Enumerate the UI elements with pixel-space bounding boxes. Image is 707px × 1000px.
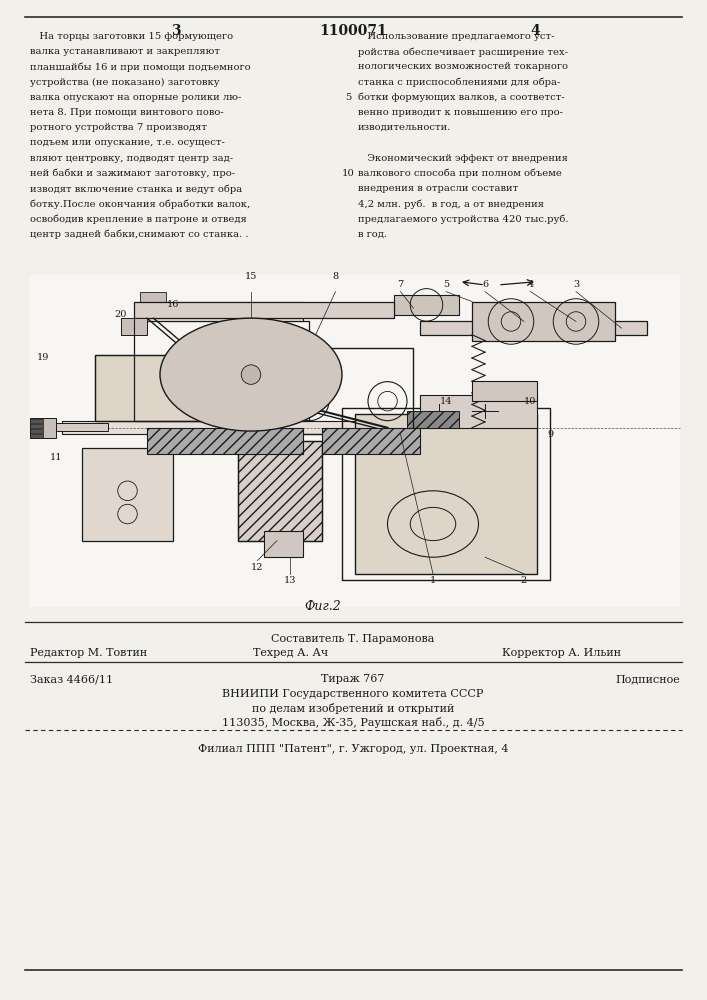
Text: 13: 13	[284, 576, 296, 585]
Text: центр задней бабки,снимают со станка. .: центр задней бабки,снимают со станка. .	[30, 230, 248, 239]
Bar	[472, 381, 537, 401]
Text: ботку.После окончания обработки валок,: ботку.После окончания обработки валок,	[30, 199, 250, 209]
Text: Заказ 4466/11: Заказ 4466/11	[30, 674, 113, 684]
Text: ней бабки и зажимают заготовку, про-: ней бабки и зажимают заготовку, про-	[30, 169, 235, 178]
Text: Редактор М. Товтин: Редактор М. Товтин	[30, 648, 147, 658]
Text: Филиал ППП "Патент", г. Ужгород, ул. Проектная, 4: Филиал ППП "Патент", г. Ужгород, ул. Про…	[198, 744, 508, 754]
Bar	[134, 321, 310, 421]
Bar	[95, 355, 225, 421]
Text: Подписное: Подписное	[615, 674, 680, 684]
Text: 16: 16	[167, 300, 179, 309]
Bar	[322, 428, 420, 454]
Text: 11: 11	[49, 453, 62, 462]
Bar	[30, 434, 43, 438]
Bar	[30, 429, 43, 433]
Text: 10: 10	[341, 169, 354, 178]
Bar	[342, 408, 550, 580]
Text: ройства обеспечивает расширение тех-: ройства обеспечивает расширение тех-	[358, 47, 568, 57]
Text: 3: 3	[573, 280, 579, 289]
Text: 20: 20	[115, 310, 127, 319]
Text: 4: 4	[530, 24, 540, 38]
Bar	[420, 395, 537, 428]
Text: валкового способа при полном объеме: валкового способа при полном объеме	[358, 169, 562, 178]
Text: 4: 4	[527, 280, 534, 289]
Text: 14: 14	[440, 397, 452, 406]
Text: нологических возможностей токарного: нологических возможностей токарного	[358, 62, 568, 71]
Text: ротного устройства 7 производят: ротного устройства 7 производят	[30, 123, 207, 132]
Bar	[121, 318, 147, 335]
Text: 3: 3	[171, 24, 181, 38]
Bar	[30, 275, 680, 607]
Text: Использование предлагаемого уст-: Использование предлагаемого уст-	[358, 32, 554, 41]
Bar	[30, 423, 108, 431]
Text: устройства (не показано) заготовку: устройства (не показано) заготовку	[30, 78, 220, 87]
Text: Тираж 767: Тираж 767	[321, 674, 385, 684]
Bar	[95, 355, 225, 421]
Text: станка с приспособлениями для обра-: станка с приспособлениями для обра-	[358, 78, 561, 87]
Bar	[62, 421, 530, 434]
Text: нета 8. При помощи винтового пово-: нета 8. При помощи винтового пово-	[30, 108, 223, 117]
Text: Фиг.2: Фиг.2	[304, 600, 341, 613]
Text: вляют центровку, подводят центр зад-: вляют центровку, подводят центр зад-	[30, 154, 233, 163]
Bar	[394, 295, 459, 315]
Text: 1100071: 1100071	[319, 24, 387, 38]
Bar	[355, 414, 537, 574]
Text: предлагаемого устройства 420 тыс.руб.: предлагаемого устройства 420 тыс.руб.	[358, 214, 568, 224]
Text: Составитель Т. Парамонова: Составитель Т. Парамонова	[271, 634, 435, 644]
Bar	[141, 292, 167, 302]
Text: 1: 1	[430, 576, 436, 585]
Bar	[30, 418, 56, 438]
Text: освободив крепление в патроне и отведя: освободив крепление в патроне и отведя	[30, 214, 247, 224]
Bar	[30, 419, 43, 423]
Text: в год.: в год.	[358, 230, 387, 239]
Bar	[82, 448, 173, 541]
Bar	[30, 424, 43, 428]
Bar	[472, 302, 615, 341]
Text: валка опускают на опорные ролики лю-: валка опускают на опорные ролики лю-	[30, 93, 241, 102]
Text: 113035, Москва, Ж-35, Раушская наб., д. 4/5: 113035, Москва, Ж-35, Раушская наб., д. …	[222, 717, 484, 728]
Bar	[147, 428, 303, 454]
Bar	[238, 441, 322, 541]
Bar	[264, 531, 303, 557]
Text: Экономический эффект от внедрения: Экономический эффект от внедрения	[358, 154, 568, 163]
Text: На торцы заготовки 15 формующего: На торцы заготовки 15 формующего	[30, 32, 233, 41]
Text: 4,2 млн. руб.  в год, а от внедрения: 4,2 млн. руб. в год, а от внедрения	[358, 199, 544, 209]
Text: валка устанавливают и закрепляют: валка устанавливают и закрепляют	[30, 47, 220, 56]
Text: изводительности.: изводительности.	[358, 123, 451, 132]
Text: ботки формующих валков, а соответст-: ботки формующих валков, а соответст-	[358, 93, 565, 102]
Text: изводят включение станка и ведут обра: изводят включение станка и ведут обра	[30, 184, 243, 194]
Bar	[420, 321, 648, 335]
Text: 5: 5	[443, 280, 449, 289]
Bar	[407, 411, 459, 428]
Bar	[238, 441, 322, 541]
Text: 10: 10	[525, 397, 537, 406]
Circle shape	[241, 365, 261, 384]
Text: 5: 5	[345, 93, 351, 102]
Text: планшайбы 16 и при помощи подъемного: планшайбы 16 и при помощи подъемного	[30, 62, 250, 72]
Bar	[284, 348, 414, 434]
Text: подъем или опускание, т.е. осущест-: подъем или опускание, т.е. осущест-	[30, 138, 225, 147]
Bar	[141, 302, 303, 321]
Text: венно приводит к повышению его про-: венно приводит к повышению его про-	[358, 108, 563, 117]
Text: 7: 7	[397, 280, 404, 289]
Text: 19: 19	[37, 354, 49, 362]
Text: 15: 15	[245, 272, 257, 281]
Text: ВНИИПИ Государственного комитета СССР: ВНИИПИ Государственного комитета СССР	[222, 689, 484, 699]
Text: внедрения в отрасли составит: внедрения в отрасли составит	[358, 184, 518, 193]
Text: 8: 8	[332, 272, 339, 281]
Text: Техред А. Ач: Техред А. Ач	[253, 648, 328, 658]
Text: Корректор А. Ильин: Корректор А. Ильин	[502, 648, 621, 658]
Text: по делам изобретений и открытий: по делам изобретений и открытий	[252, 703, 454, 714]
Text: 9: 9	[547, 430, 553, 439]
Text: 2: 2	[521, 576, 527, 585]
Ellipse shape	[160, 318, 342, 431]
Text: 6: 6	[482, 280, 488, 289]
Bar	[134, 302, 394, 318]
Text: 12: 12	[251, 563, 264, 572]
